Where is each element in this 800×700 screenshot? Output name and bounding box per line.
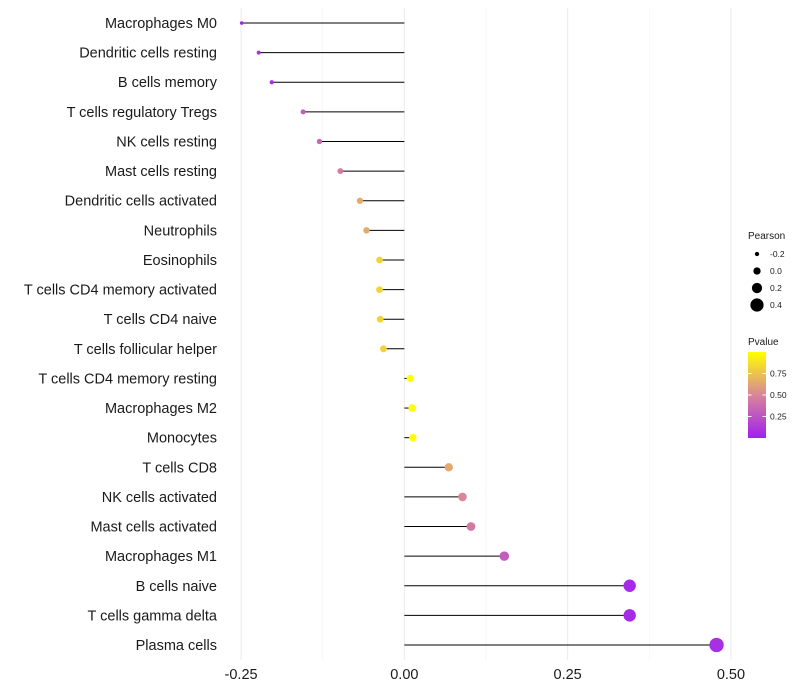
category-label: Monocytes — [147, 431, 217, 447]
category-label: Macrophages M2 — [105, 401, 217, 417]
category-label: T cells regulatory Tregs — [67, 105, 217, 121]
category-label: Mast cells activated — [90, 520, 217, 536]
category-label: T cells follicular helper — [74, 342, 217, 358]
lollipop-dot — [444, 463, 453, 472]
lollipop-dot — [337, 168, 344, 175]
size-legend-label: 0.4 — [770, 300, 782, 310]
size-legend-title: Pearson — [748, 231, 785, 242]
category-label: Dendritic cells resting — [79, 46, 217, 62]
x-tick-label: 0.00 — [390, 667, 418, 683]
lollipop-dot — [376, 315, 384, 323]
category-label: Neutrophils — [144, 223, 217, 239]
category-label: NK cells resting — [116, 134, 217, 150]
x-tick-label: 0.25 — [554, 667, 582, 683]
category-label: T cells CD4 naive — [104, 312, 217, 328]
lollipop-dot — [316, 138, 323, 145]
stems — [241, 22, 717, 646]
size-legend-key — [753, 267, 761, 275]
color-legend-title: Pvalue — [748, 337, 779, 348]
x-axis-ticks: -0.25 0.00 0.25 0.50 — [225, 667, 746, 683]
category-label: Plasma cells — [136, 638, 217, 654]
lollipop-dot — [300, 109, 306, 115]
lollipop-dot — [499, 551, 510, 561]
size-legend-key — [751, 282, 763, 294]
category-label: Macrophages M0 — [105, 16, 217, 32]
category-label: T cells CD8 — [142, 460, 217, 476]
category-label: T cells gamma delta — [88, 608, 218, 624]
category-label: B cells naive — [136, 579, 217, 595]
color-legend-label: 0.25 — [770, 412, 787, 422]
x-tick-label: 0.50 — [717, 667, 745, 683]
size-legend: Pearson -0.2 0.0 0.2 0.4 — [748, 231, 785, 312]
lollipop-dot — [458, 492, 467, 502]
lollipop-dot — [409, 433, 417, 442]
category-label: T cells CD4 memory resting — [38, 371, 217, 387]
lollipop-dot — [363, 227, 370, 234]
lollipop-dot — [256, 50, 261, 55]
lollipop-dot — [406, 374, 414, 383]
size-legend-key — [754, 251, 760, 257]
lollipop-dot — [376, 256, 383, 264]
lollipop-dot — [376, 286, 383, 293]
lollipop-dot — [239, 21, 244, 25]
category-label: Mast cells resting — [105, 164, 217, 180]
color-legend-bar — [748, 352, 766, 438]
category-labels: Macrophages M0 Dendritic cells resting B c… — [24, 16, 218, 654]
size-legend-label: 0.0 — [770, 266, 782, 276]
lollipop-dot — [623, 579, 636, 592]
category-label: Dendritic cells activated — [65, 194, 217, 210]
category-label: T cells CD4 memory activated — [24, 283, 217, 299]
color-legend-label: 0.50 — [770, 390, 787, 400]
category-label: Eosinophils — [143, 253, 217, 269]
color-legend: Pvalue 0.25 0.50 0.75 — [748, 337, 787, 438]
category-label: B cells memory — [118, 75, 218, 91]
color-legend-label: 0.75 — [770, 369, 787, 379]
x-tick-label: -0.25 — [225, 667, 258, 683]
size-legend-key — [750, 298, 764, 312]
lollipop-dot — [709, 637, 724, 653]
category-label: Macrophages M1 — [105, 549, 217, 565]
lollipop-dot — [380, 345, 387, 353]
lollipop-dot — [269, 80, 274, 85]
size-legend-label: 0.2 — [770, 283, 782, 293]
lollipop-dot — [356, 197, 364, 204]
dots — [239, 21, 724, 653]
grid-lines — [240, 8, 732, 660]
lollipop-dot — [623, 609, 636, 622]
lollipop-dot — [466, 522, 476, 531]
category-label: NK cells activated — [102, 490, 217, 506]
size-legend-label: -0.2 — [770, 249, 785, 259]
lollipop-dot — [408, 404, 416, 412]
